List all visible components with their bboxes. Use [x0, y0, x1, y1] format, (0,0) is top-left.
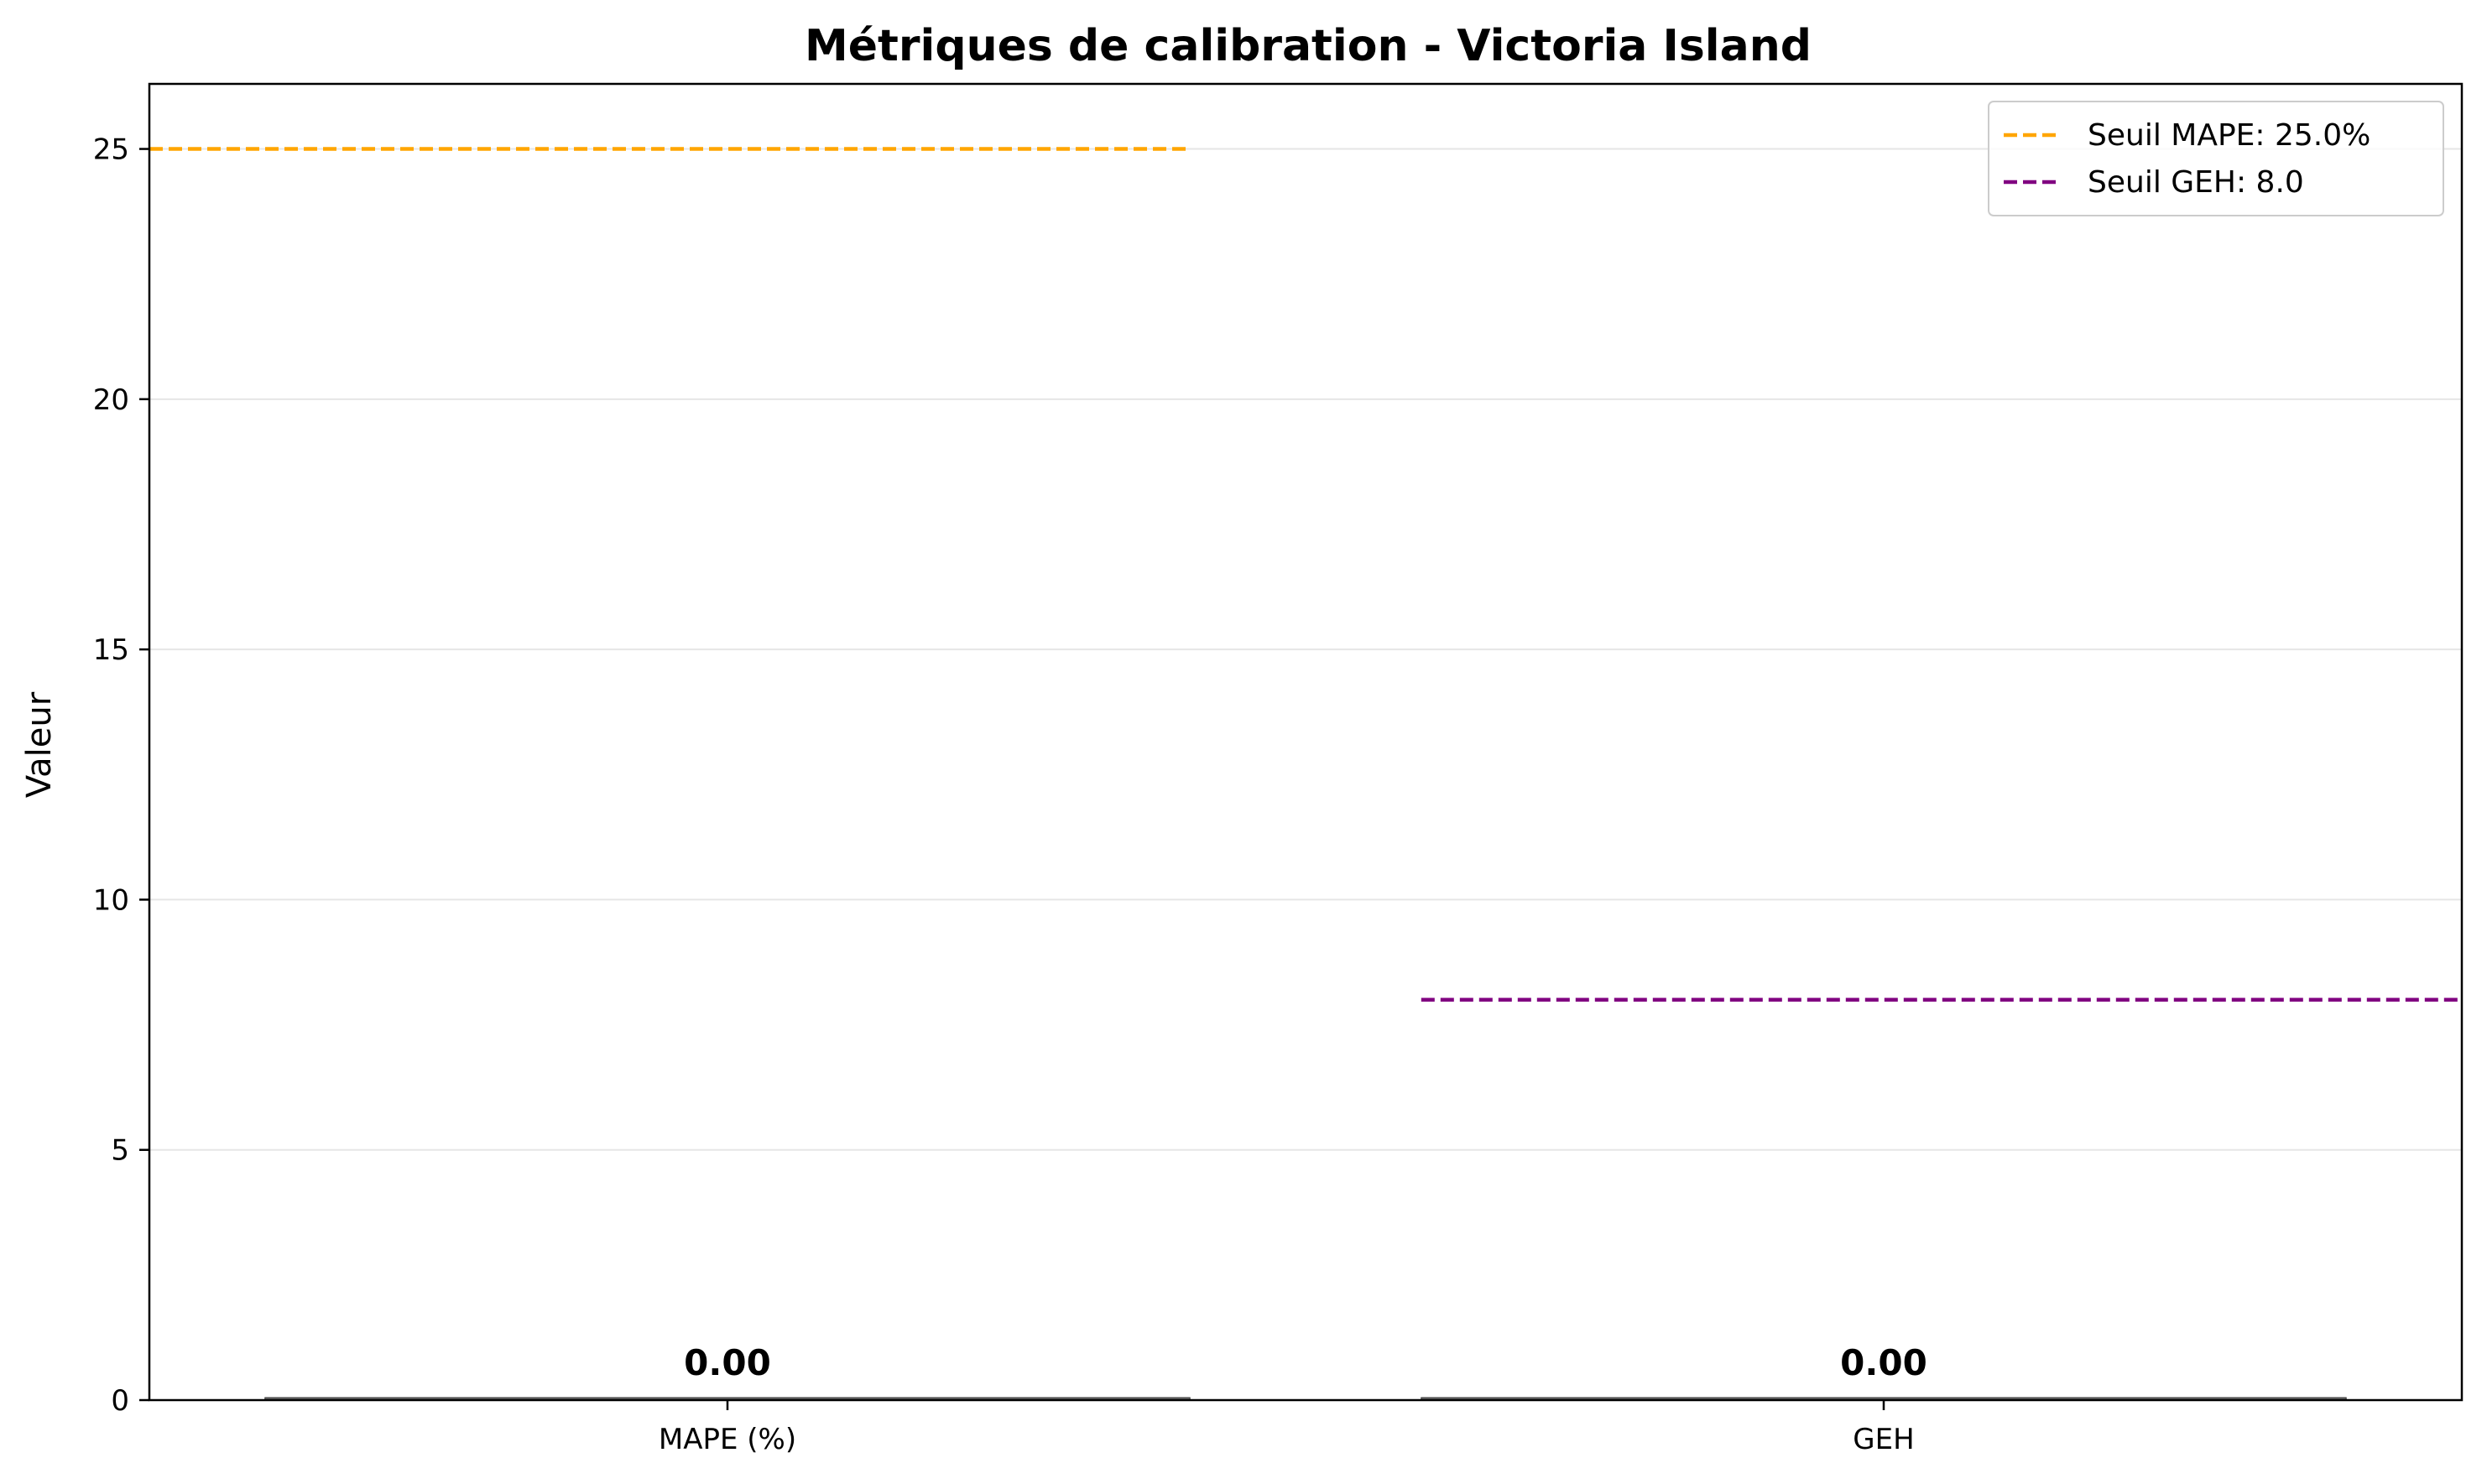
y-axis: 0 5 10 15 20 25 [93, 133, 149, 1418]
y-tick-label: 5 [111, 1134, 129, 1168]
bar-value-label: 0.00 [684, 1342, 771, 1383]
y-tick-label: 0 [111, 1384, 129, 1418]
legend-entry: Seuil GEH: 8.0 [2088, 165, 2304, 200]
chart-title: Métriques de calibration - Victoria Isla… [805, 21, 1812, 71]
legend-entry: Seuil MAPE: 25.0% [2088, 118, 2370, 153]
bar-labels: 0.00 0.00 [684, 1342, 1927, 1383]
plot-frame [148, 82, 2464, 1402]
y-axis-label: Valeur [20, 691, 59, 798]
legend: Seuil MAPE: 25.0% Seuil GEH: 8.0 [1988, 101, 2444, 216]
y-tick-label: 10 [93, 883, 129, 917]
x-tick-label: GEH [1853, 1423, 1914, 1456]
grid [149, 148, 2462, 1151]
y-tick-label: 25 [93, 133, 129, 167]
x-tick-label: MAPE (%) [659, 1423, 796, 1456]
x-axis: MAPE (%) GEH [659, 1400, 1915, 1456]
y-tick-label: 15 [93, 633, 129, 667]
y-tick-label: 20 [93, 383, 129, 417]
legend-box [1988, 101, 2444, 216]
bar-value-label: 0.00 [1840, 1342, 1927, 1383]
